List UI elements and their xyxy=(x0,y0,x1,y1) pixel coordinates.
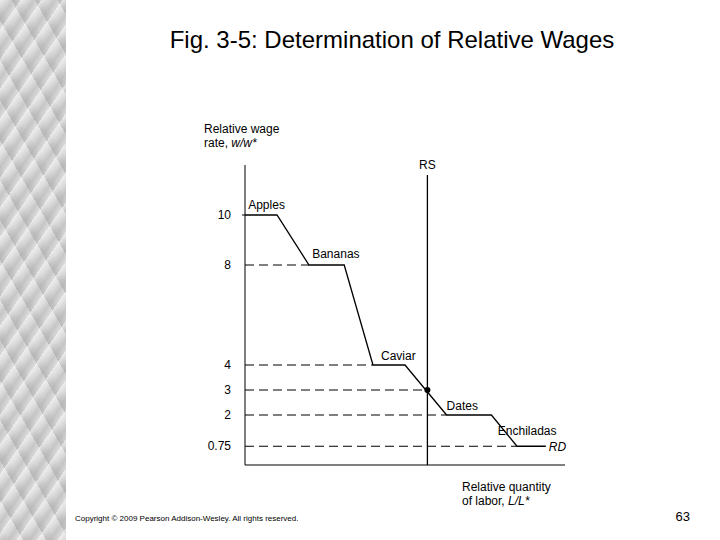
copyright: Copyright © 2009 Pearson Addison-Wesley.… xyxy=(75,514,299,523)
title: Fig. 3-5: Determination of Relative Wage… xyxy=(170,26,615,53)
good-label: Dates xyxy=(447,399,478,413)
x-axis xyxy=(245,465,565,466)
plot-area xyxy=(245,175,546,465)
series-label: RD xyxy=(549,440,567,454)
good-label: Enchiladas xyxy=(498,424,557,438)
good-label: Bananas xyxy=(312,247,359,261)
y-tick-label: 0.75 xyxy=(208,439,232,453)
good-label: Caviar xyxy=(381,349,416,363)
y-tick-label: 2 xyxy=(224,408,231,422)
y-axis xyxy=(245,165,246,465)
series-line xyxy=(427,175,428,465)
guide-line xyxy=(245,390,426,391)
guide-line xyxy=(245,446,517,447)
marble-strip xyxy=(0,0,66,540)
y-axis-label: Relative wage xyxy=(204,122,280,136)
y-tick xyxy=(242,215,245,216)
slide: Fig. 3-5: Determination of Relative Wage… xyxy=(0,0,720,540)
y-tick-label: 3 xyxy=(224,383,231,397)
x-axis-label: of labor, L/L* xyxy=(462,494,530,508)
y-axis-label: rate, w/w* xyxy=(204,136,257,150)
guide-line xyxy=(245,415,447,416)
equilibrium-point xyxy=(424,387,430,393)
guide-line xyxy=(245,265,309,266)
y-tick-label: 8 xyxy=(224,258,231,272)
x-axis-label: Relative quantity xyxy=(462,480,551,494)
y-tick-label: 4 xyxy=(224,358,231,372)
guide-line xyxy=(245,365,373,366)
page-number: 63 xyxy=(676,509,690,524)
series-label: RS xyxy=(419,158,436,172)
series-line xyxy=(245,215,546,446)
y-tick-label: 10 xyxy=(218,208,232,222)
good-label: Apples xyxy=(248,198,285,212)
